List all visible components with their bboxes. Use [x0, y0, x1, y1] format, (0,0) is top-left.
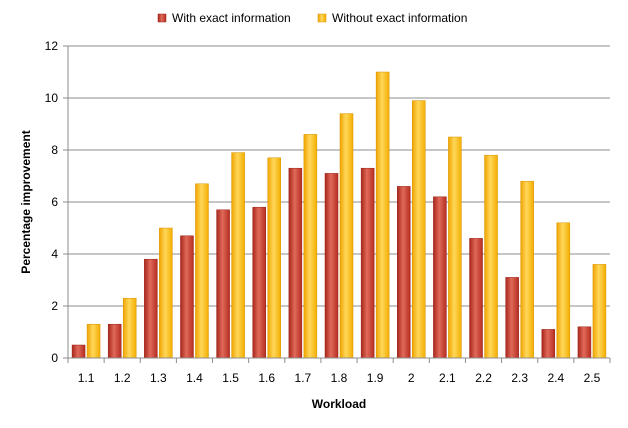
x-tick-label: 2.5 — [584, 371, 601, 385]
bar-without-exact-1.9 — [375, 71, 390, 359]
x-tick-label: 2.3 — [511, 371, 528, 385]
bar-without-exact-1.5 — [231, 152, 245, 359]
y-tick-label: 8 — [51, 143, 58, 157]
y-tick-label: 12 — [45, 39, 59, 53]
x-tick-label: 1.8 — [331, 371, 348, 385]
bar-with-exact-2.3 — [505, 277, 519, 359]
x-tick-label: 1.6 — [258, 371, 275, 385]
y-tick-label: 6 — [51, 195, 58, 209]
gridlines — [68, 45, 610, 307]
bar-without-exact-1.2 — [122, 297, 137, 359]
bar-without-exact-2.1 — [448, 136, 462, 359]
bar-with-exact-2.5 — [577, 326, 592, 359]
y-tick-label: 4 — [51, 247, 58, 261]
bar-without-exact-1.3 — [159, 227, 173, 359]
x-tick-label: 1.9 — [367, 371, 384, 385]
bars — [71, 71, 607, 359]
legend-label-without-exact: Without exact information — [332, 11, 467, 25]
bar-without-exact-2.3 — [520, 180, 534, 359]
y-tick-label: 0 — [51, 351, 58, 365]
bar-without-exact-2.5 — [592, 264, 607, 359]
x-tick-label: 2.2 — [475, 371, 492, 385]
x-tick-label: 1.2 — [114, 371, 131, 385]
x-tick-label: 1.7 — [295, 371, 312, 385]
legend: With exact information Without exact info… — [157, 11, 467, 25]
legend-swatch-without-exact — [317, 13, 327, 23]
y-tick-label: 10 — [45, 91, 59, 105]
bar-without-exact-1.6 — [267, 157, 281, 359]
x-tick-label: 1.1 — [78, 371, 95, 385]
bar-with-exact-1.5 — [216, 209, 230, 359]
bar-without-exact-1.8 — [339, 113, 354, 359]
bar-with-exact-1.9 — [360, 167, 375, 359]
bar-without-exact-2.2 — [484, 154, 498, 359]
bar-with-exact-1.3 — [144, 258, 158, 359]
bar-with-exact-1.8 — [324, 173, 339, 359]
x-tick-label: 1.5 — [222, 371, 239, 385]
x-axis-title: Workload — [312, 397, 366, 411]
bar-without-exact-2 — [412, 100, 426, 359]
bar-without-exact-1.1 — [86, 323, 101, 359]
bar-with-exact-1.7 — [288, 167, 303, 359]
bar-with-exact-2.1 — [433, 196, 447, 359]
x-tick-label: 2.4 — [547, 371, 564, 385]
x-tick-label: 2.1 — [439, 371, 456, 385]
bar-with-exact-1.4 — [180, 235, 194, 359]
bar-without-exact-2.4 — [556, 222, 571, 359]
bar-with-exact-2.2 — [469, 238, 483, 359]
bar-with-exact-1.2 — [107, 323, 122, 359]
x-tick-label: 1.3 — [150, 371, 167, 385]
bar-with-exact-2.4 — [541, 329, 556, 359]
legend-swatch-with-exact — [157, 13, 167, 23]
y-tick-label: 2 — [51, 299, 58, 313]
bar-without-exact-1.7 — [303, 134, 318, 359]
legend-label-with-exact: With exact information — [172, 11, 291, 25]
bar-with-exact-1.6 — [252, 206, 266, 359]
x-tick-label: 1.4 — [186, 371, 203, 385]
bar-with-exact-2 — [397, 186, 411, 359]
x-tick-label: 2 — [408, 371, 415, 385]
bar-without-exact-1.4 — [195, 183, 209, 359]
y-axis-title: Percentage improvement — [19, 130, 33, 273]
axes: 0 2 4 6 8 10 12 1.1 1.2 1.3 1.4 1.5 1.6 1.7 1.8 1.9 2 2.1… — [45, 39, 611, 385]
bar-with-exact-1.1 — [71, 344, 86, 359]
